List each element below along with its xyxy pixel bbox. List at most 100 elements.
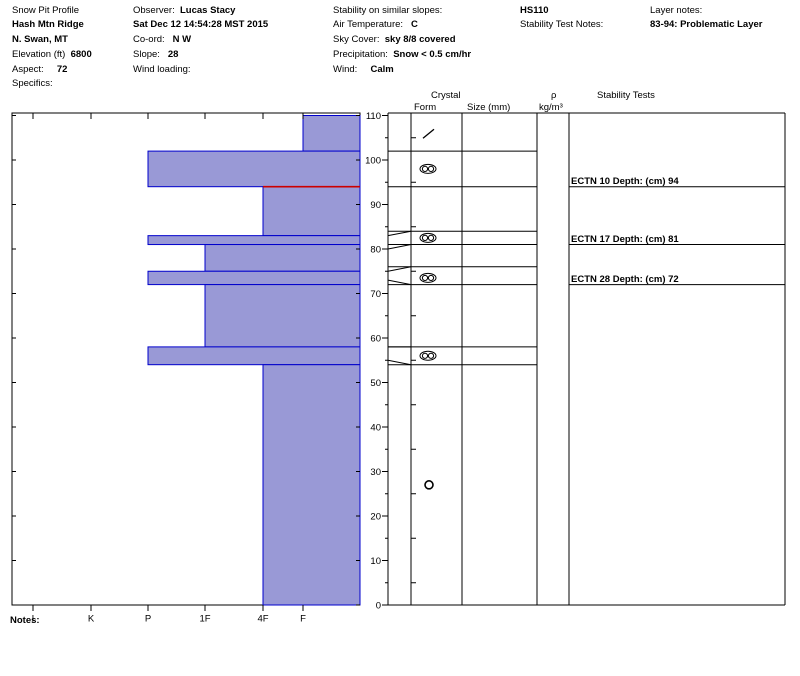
crystal-symbol-right-ring [427, 274, 435, 282]
hardness-layer-2 [262, 186, 361, 237]
stability-notes-label: Stability Test Notes: [520, 19, 604, 30]
crystal-connector-3 [387, 279, 412, 286]
air-temp-label: Air Temperature: [333, 19, 404, 30]
crystal-connector-5 [387, 359, 412, 366]
precip-field: Precipitation: Snow < 0.5 cm/hr [333, 49, 471, 61]
stability-test-label-1: ECTN 17 Depth: (cm) 81 [571, 234, 679, 245]
stability-similar-label: Stability on similar slopes: [333, 5, 443, 16]
observer-value: Lucas Stacy [180, 5, 236, 16]
aspect-field: Aspect: 72 [12, 64, 67, 76]
hardness-label-1F: 1F [199, 613, 210, 624]
air-temp-field: Air Temperature: C [333, 19, 418, 31]
depth-label-10: 10 [370, 556, 381, 567]
elevation-label: Elevation (ft) [12, 49, 66, 60]
rho-header: ρ [551, 90, 557, 101]
location-name: Hash Mtn Ridge [12, 19, 84, 30]
region-name: N. Swan, MT [12, 34, 68, 45]
depth-label-70: 70 [370, 289, 381, 300]
hs-value: HS110 [520, 5, 549, 16]
crystal-symbol-round [424, 480, 434, 490]
hardness-layer-8 [262, 364, 361, 606]
specifics-label: Specifics: [12, 78, 53, 89]
depth-label-80: 80 [370, 245, 381, 256]
wind-value: Calm [370, 64, 394, 75]
crystal-symbol-outline [419, 232, 437, 243]
observation-datetime: Sat Dec 12 14:54:28 MST 2015 [133, 19, 269, 30]
stability-test-label-0: ECTN 10 Depth: (cm) 94 [571, 176, 679, 187]
crystal-symbol-faceted [419, 232, 437, 243]
depth-label-40: 40 [370, 423, 381, 434]
crystal-symbol-decomposing [422, 128, 435, 139]
pit-title: Snow Pit Profile [12, 5, 80, 16]
crystal-symbol-left-ring [421, 274, 429, 282]
depth-label-20: 20 [370, 512, 381, 523]
layer-notes-value: 83-94: Problematic Layer [650, 19, 763, 30]
hardness-label-K: K [88, 613, 95, 624]
crystal-symbol-left-ring [421, 165, 429, 172]
crystal-connector-1 [387, 244, 412, 250]
depth-scale: 0 10 20 30 40 50 60 70 80 90 100 110 [365, 111, 416, 612]
crystal-header: Crystal [431, 90, 461, 101]
wind-loading-label: Wind loading: [133, 64, 191, 75]
layer-notes-label: Layer notes: [650, 5, 703, 16]
crystal-symbol-outline [419, 272, 437, 283]
notes-label: Notes: [10, 615, 40, 626]
depth-label-30: 30 [370, 467, 381, 478]
hardness-layer-4 [204, 244, 361, 272]
crystal-symbol-left-ring [421, 352, 429, 359]
sky-cover-field: Sky Cover: sky 8/8 covered [333, 34, 456, 46]
crystal-symbol-faceted [419, 350, 437, 361]
hardness-layer-3 [147, 235, 361, 246]
depth-label-60: 60 [370, 334, 381, 345]
observer-label: Observer: [133, 5, 175, 16]
depth-label-90: 90 [370, 200, 381, 211]
air-temp-value: C [410, 19, 418, 30]
crystal-connector-2 [387, 266, 412, 272]
stability-tests: ECTN 10 Depth: (cm) 94 ECTN 17 Depth: (cm… [569, 176, 785, 286]
size-header: Size (mm) [467, 102, 510, 113]
depth-label-0: 0 [376, 601, 381, 612]
sky-cover-value: sky 8/8 covered [384, 34, 456, 45]
wind-field: Wind: Calm [333, 64, 394, 76]
aspect-value: 72 [56, 64, 68, 75]
aspect-label: Aspect: [12, 64, 44, 75]
crystal-layer-lines [387, 150, 537, 366]
crystal-connector-0 [387, 230, 412, 237]
coord-value: N W [172, 34, 192, 45]
slope-label: Slope: [133, 49, 160, 60]
hardness-axes: I K P 1F 4F F [12, 113, 360, 624]
depth-label-50: 50 [370, 378, 381, 389]
observer-field: Observer: Lucas Stacy [133, 5, 235, 17]
precip-value: Snow < 0.5 cm/hr [393, 49, 472, 60]
form-header: Form [414, 102, 436, 113]
crystal-symbol-left-ring [421, 234, 429, 241]
elevation-value: 6800 [70, 49, 92, 60]
crystal-symbol-right-ring [427, 352, 435, 359]
hardness-layer-5 [147, 270, 361, 286]
slope-field: Slope: 28 [133, 49, 178, 61]
wind-label: Wind: [333, 64, 358, 75]
precip-label: Precipitation: [333, 49, 388, 60]
hardness-label-4F: 4F [257, 613, 268, 624]
depth-label-100: 100 [365, 156, 381, 167]
crystal-symbol-faceted [419, 272, 437, 283]
hardness-layer-1 [147, 150, 361, 188]
crystal-symbol-right-ring [427, 234, 435, 241]
stability-test-label-2: ECTN 28 Depth: (cm) 72 [571, 274, 679, 285]
coord-field: Co-ord: N W [133, 34, 191, 46]
sky-cover-label: Sky Cover: [333, 34, 380, 45]
hardness-layers [147, 115, 361, 606]
crystal-symbol-outline [419, 163, 437, 174]
hardness-label-P: P [145, 613, 151, 624]
hardness-label-F: F [300, 613, 306, 624]
coord-label: Co-ord: [133, 34, 165, 45]
density-unit-header: kg/m³ [539, 102, 563, 113]
slope-value: 28 [167, 49, 179, 60]
depth-label-110: 110 [366, 111, 381, 122]
crystal-symbol-faceted [419, 163, 437, 174]
hardness-layer-7 [147, 346, 361, 366]
hardness-layer-0 [302, 115, 361, 152]
hardness-label-I: I [32, 613, 35, 624]
crystal-symbol-outline [419, 350, 437, 361]
